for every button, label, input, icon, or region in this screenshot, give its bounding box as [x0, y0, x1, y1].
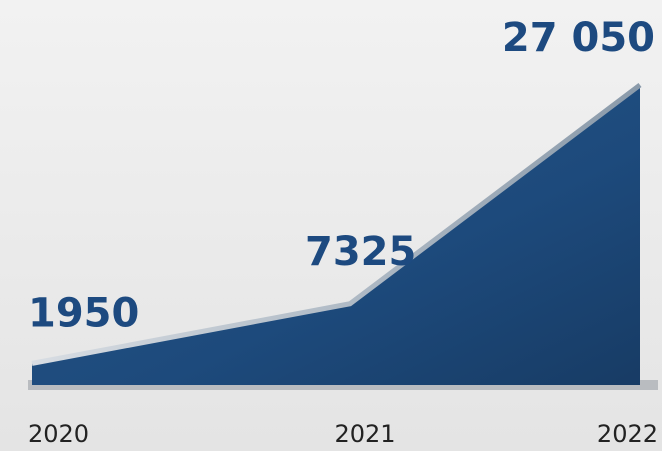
- value-label: 1950: [28, 290, 139, 336]
- x-tick-label: 2022: [597, 420, 658, 448]
- x-tick-label: 2020: [28, 420, 89, 448]
- area-shade: [32, 85, 640, 385]
- value-label: 27 050: [502, 15, 655, 61]
- value-label: 7325: [305, 229, 416, 275]
- x-tick-label: 2021: [334, 420, 395, 448]
- area-edge: [31, 83, 642, 366]
